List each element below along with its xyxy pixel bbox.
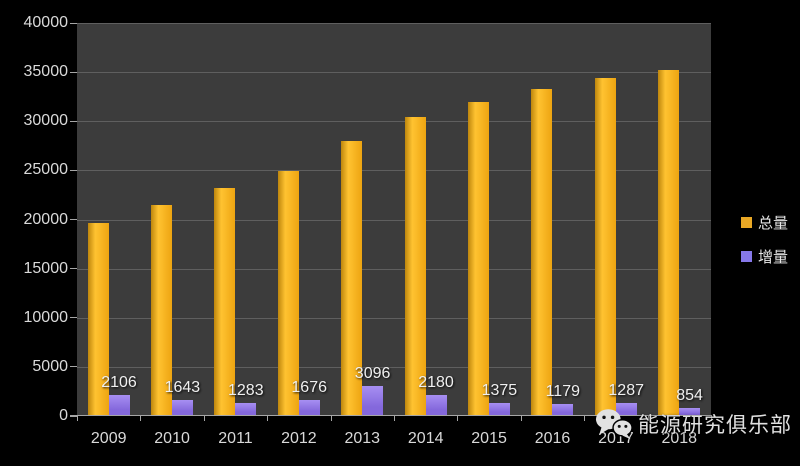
bar-increment-2018 [679, 407, 701, 416]
value-label-2015: 1375 [481, 381, 518, 399]
legend-swatch-total [741, 217, 752, 228]
x-tick-2 [203, 416, 205, 421]
watermark: 能源研究俱乐部 [595, 406, 792, 442]
x-tick-label-2009: 2009 [90, 430, 127, 447]
x-tick-4 [330, 416, 332, 421]
y-tick-label-10000: 10000 [23, 308, 69, 326]
x-tick-label-2011: 2011 [218, 430, 253, 447]
y-tick-label-30000: 30000 [23, 112, 69, 130]
y-tick-10000 [70, 317, 77, 319]
x-tick-1 [140, 416, 142, 421]
bar-increment-2015 [488, 402, 510, 416]
value-label-2013: 3096 [354, 364, 391, 382]
bar-increment-2016 [552, 404, 574, 416]
bar-total-2012 [277, 171, 299, 416]
x-tick-0 [77, 416, 78, 421]
legend-item-increment: 增量 [741, 246, 788, 267]
y-tick-15000 [70, 268, 77, 270]
value-label-2011: 1283 [228, 382, 264, 400]
gridline-20000 [77, 219, 711, 221]
bar-total-2009 [87, 223, 109, 416]
bar-total-2018 [658, 69, 680, 416]
gridline-30000 [77, 121, 711, 123]
y-tick-label-40000: 40000 [23, 14, 69, 31]
x-tick-label-2016: 2016 [534, 430, 571, 447]
y-tick-35000 [70, 71, 77, 73]
legend-swatch-increment [741, 251, 752, 262]
bar-increment-2017 [615, 403, 637, 416]
x-axis-line [70, 415, 712, 416]
x-tick-3 [267, 416, 269, 421]
x-tick-label-2013: 2013 [344, 430, 381, 447]
x-tick-7 [520, 416, 522, 421]
x-tick-6 [457, 416, 459, 421]
gridline-35000 [77, 72, 711, 74]
gridline-40000 [77, 23, 711, 24]
value-label-2016: 1179 [545, 383, 580, 401]
gridline-25000 [77, 170, 711, 172]
y-tick-20000 [70, 219, 77, 220]
value-label-2009: 2106 [101, 374, 137, 392]
value-label-2018: 854 [676, 386, 703, 404]
bar-total-2011 [214, 188, 236, 416]
watermark-text: 能源研究俱乐部 [638, 414, 792, 437]
y-tick-5000 [70, 366, 77, 368]
bar-total-2016 [531, 88, 553, 416]
bar-total-2015 [467, 101, 489, 416]
y-tick-label-25000: 25000 [23, 161, 69, 179]
bar-increment-2010 [171, 399, 193, 416]
y-tick-label-5000: 5000 [32, 357, 68, 375]
x-tick-5 [394, 416, 395, 421]
value-label-2012: 1676 [291, 378, 327, 396]
value-label-2014: 2180 [418, 373, 454, 391]
y-tick-label-35000: 35000 [23, 63, 69, 81]
x-tick-label-2012: 2012 [281, 430, 317, 447]
y-tick-40000 [70, 22, 77, 24]
bar-increment-2009 [108, 395, 130, 416]
x-tick-label-2015: 2015 [471, 430, 507, 447]
y-tick-25000 [70, 169, 77, 171]
bar-increment-2013 [362, 385, 384, 416]
bar-total-2010 [150, 204, 172, 416]
y-tick-label-15000: 15000 [23, 259, 69, 277]
legend-label-total: 总量 [758, 215, 789, 232]
y-tick-label-20000: 20000 [23, 210, 69, 228]
wechat-icon [595, 409, 633, 440]
bar-total-2017 [594, 78, 616, 416]
bar-increment-2011 [235, 403, 257, 416]
bar-increment-2012 [298, 399, 320, 416]
plot-area: 2106 1643 1283 1676 3096 2180 1375 1179 1287 854 [77, 23, 711, 416]
y-tick-30000 [70, 120, 77, 122]
bar-increment-2014 [425, 394, 447, 416]
x-tick-label-2014: 2014 [407, 430, 444, 447]
value-label-2017: 1287 [608, 382, 644, 400]
bar-total-2014 [404, 117, 426, 416]
value-label-2010: 1643 [164, 378, 201, 396]
gridline-15000 [77, 268, 711, 270]
x-tick-label-2010: 2010 [154, 430, 190, 447]
gridline-5000 [77, 366, 711, 368]
gridline-10000 [77, 317, 711, 319]
x-tick-8 [584, 416, 586, 421]
legend-label-increment: 增量 [758, 249, 789, 266]
bar-total-2013 [341, 140, 363, 416]
legend: 总量 增量 [741, 212, 788, 267]
legend-item-total: 总量 [741, 212, 788, 233]
y-tick-label-0: 0 [59, 407, 68, 424]
